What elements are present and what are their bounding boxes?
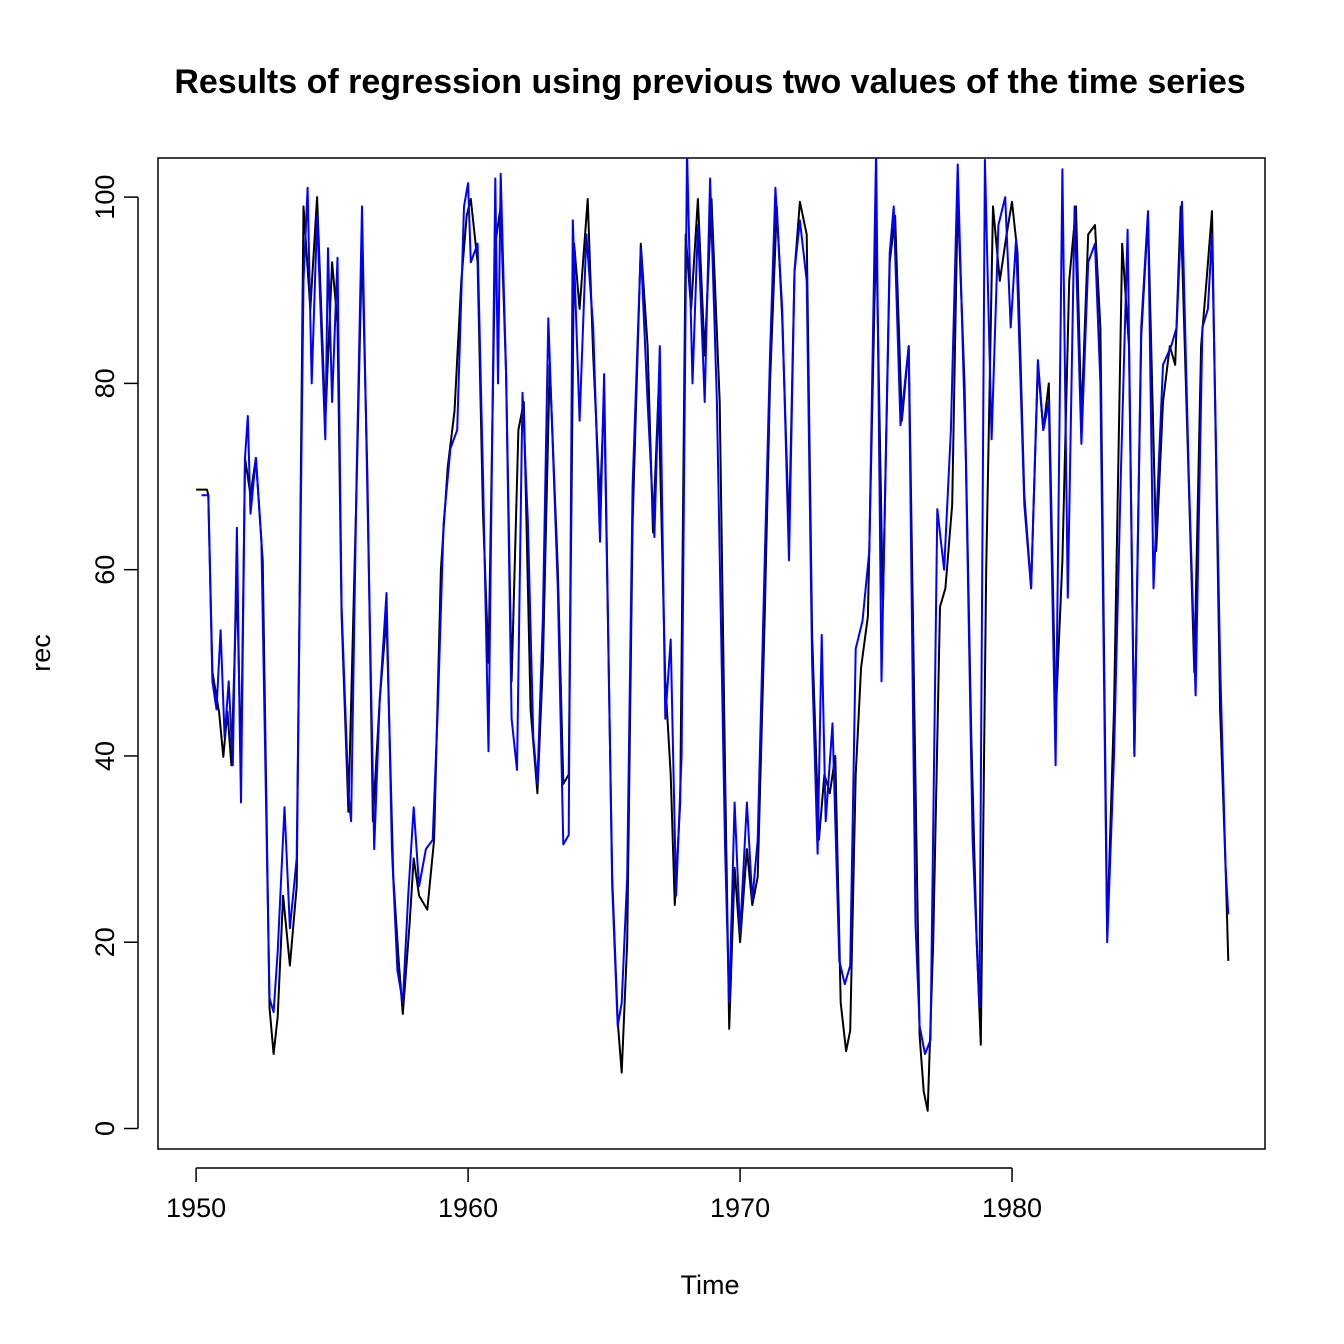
y-tick-label: 60 [90,555,120,585]
y-tick-label: 40 [90,741,120,771]
y-tick-label: 0 [90,1121,120,1136]
x-tick-label: 1960 [438,1193,498,1223]
series-line-2 [201,158,1230,1055]
x-axis: 1950 1960 1970 1980 [166,1167,1042,1223]
x-axis-label: Time [681,1270,740,1300]
chart-title: Results of regression using previous two… [174,63,1245,101]
y-axis: 0 20 40 60 80 100 [90,175,139,1136]
plot-frame [157,157,1266,1150]
x-tick-label: 1970 [710,1193,770,1223]
plot-area [196,158,1230,1112]
x-tick-label: 1950 [166,1193,226,1223]
y-axis-label: rec [26,634,56,672]
y-tick-label: 20 [90,927,120,957]
y-tick-label: 100 [90,175,120,220]
series-line-1 [196,196,1230,1112]
x-tick-label: 1980 [982,1193,1042,1223]
y-tick-label: 80 [90,368,120,398]
